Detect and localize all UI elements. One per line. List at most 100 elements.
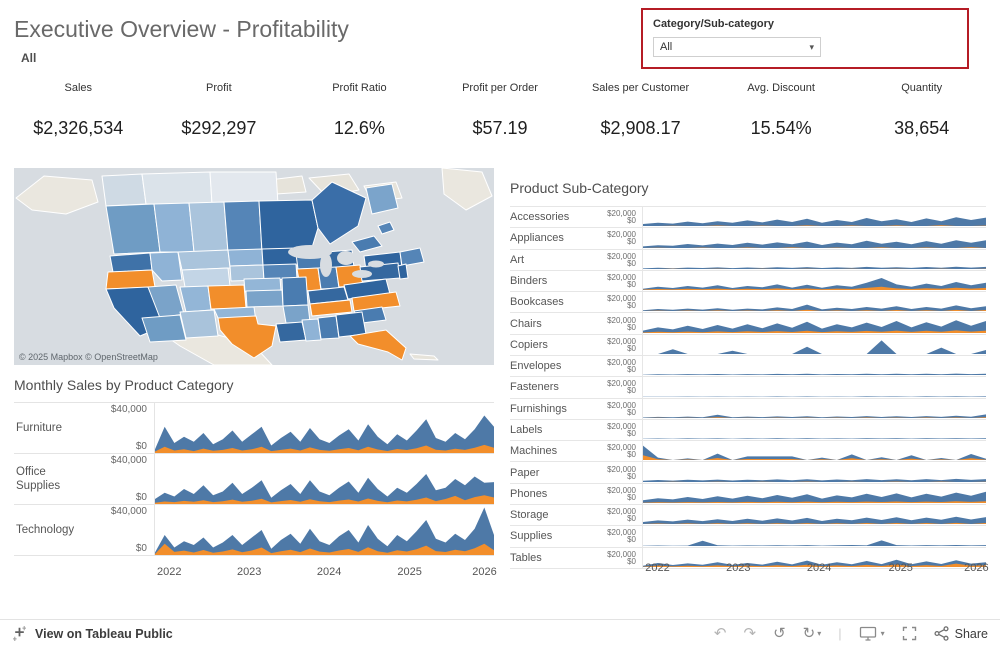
- map-region-shape[interactable]: [337, 251, 355, 265]
- map-region-shape[interactable]: [209, 171, 279, 205]
- y-min-label: $0: [627, 471, 636, 481]
- kpi-label: Sales per Customer: [591, 82, 690, 94]
- area-chart-accessories[interactable]: [642, 207, 986, 228]
- area-chart-labels[interactable]: [642, 419, 986, 441]
- map-region-shape[interactable]: [349, 329, 407, 361]
- map-region-shape[interactable]: [399, 247, 425, 267]
- map-region-shape[interactable]: [109, 252, 153, 273]
- y-min-label: $0: [627, 428, 636, 438]
- map-region-shape[interactable]: [365, 183, 399, 215]
- map-region-shape[interactable]: [207, 284, 247, 310]
- map-region-shape[interactable]: [177, 249, 231, 271]
- orange-series: [155, 495, 494, 504]
- blue-series: [643, 319, 986, 333]
- map-region-shape[interactable]: [335, 311, 367, 338]
- map-region-shape[interactable]: [141, 171, 213, 205]
- map-region-shape[interactable]: [227, 248, 264, 267]
- area-sparkline: [643, 491, 986, 503]
- map-region-shape[interactable]: [149, 251, 183, 282]
- map-region-shape[interactable]: [105, 269, 156, 290]
- map-region-shape[interactable]: [217, 315, 277, 359]
- share-button[interactable]: Share: [934, 626, 988, 641]
- orange-series: [643, 330, 986, 333]
- kpi-label: Profit per Order: [462, 82, 538, 94]
- map-region-shape[interactable]: [179, 309, 219, 339]
- map-region-shape[interactable]: [309, 299, 353, 317]
- map-region-shape[interactable]: [377, 221, 395, 235]
- map-region-shape[interactable]: [153, 202, 195, 253]
- refresh-menu-button[interactable]: ↻ ▾: [803, 626, 822, 641]
- area-chart-phones[interactable]: [642, 483, 986, 504]
- area-chart-tables[interactable]: [642, 547, 986, 568]
- map-region-shape[interactable]: [245, 289, 284, 308]
- monthly-chart-title: Monthly Sales by Product Category: [14, 377, 234, 393]
- map-region-shape[interactable]: [301, 318, 322, 342]
- us-canada-choropleth-map[interactable]: [14, 168, 494, 365]
- map-region-shape[interactable]: [15, 175, 99, 215]
- area-chart-machines[interactable]: [642, 441, 986, 462]
- map-region-shape[interactable]: [311, 181, 367, 245]
- area-chart-storage[interactable]: [642, 504, 986, 526]
- map-region-shape[interactable]: [351, 291, 401, 312]
- map-region-shape[interactable]: [223, 200, 263, 253]
- map-region-shape[interactable]: [368, 260, 384, 268]
- undo-icon[interactable]: ↶: [713, 625, 727, 642]
- y-axis-labels: $20,000 $0: [586, 335, 642, 355]
- map-region-shape[interactable]: [281, 276, 309, 307]
- x-axis-tick: 2024: [806, 562, 832, 574]
- area-chart-furnishings[interactable]: [642, 398, 986, 419]
- view-on-tableau-button[interactable]: View on Tableau Public: [12, 626, 173, 641]
- y-max-label: $40,000: [110, 506, 147, 517]
- map-region-shape[interactable]: [105, 203, 161, 255]
- area-chart-envelopes[interactable]: [642, 355, 986, 377]
- y-min-label: $0: [627, 301, 636, 311]
- area-chart-copiers[interactable]: [642, 334, 986, 355]
- map-region-shape[interactable]: [288, 245, 332, 259]
- map-region-shape[interactable]: [351, 235, 383, 253]
- reset-icon[interactable]: ↺: [773, 625, 786, 642]
- area-chart-chairs[interactable]: [642, 313, 986, 334]
- map-region-shape[interactable]: [141, 314, 187, 343]
- orange-series: [643, 501, 986, 503]
- map-attribution[interactable]: © 2025 Mapbox © OpenStreetMap: [19, 352, 158, 362]
- monthly-x-axis: 2022 2023 2024 2025 2026: [154, 566, 497, 582]
- area-chart-appliances[interactable]: [642, 228, 986, 249]
- category-filter-dropdown[interactable]: All ▾: [653, 37, 821, 57]
- map-region-shape[interactable]: [188, 201, 229, 253]
- map-region-shape[interactable]: [320, 253, 332, 277]
- y-min-label: $0: [627, 322, 636, 332]
- y-axis-labels: $20,000 $0: [586, 462, 642, 482]
- map-region-shape[interactable]: [15, 168, 493, 365]
- y-min-label: $0: [627, 450, 636, 460]
- area-sparkline: [643, 478, 986, 482]
- area-chart-technology[interactable]: [154, 505, 494, 555]
- map-region-shape[interactable]: [397, 263, 409, 280]
- kpi-label: Quantity: [901, 82, 943, 94]
- map-region-shape[interactable]: [409, 353, 439, 361]
- area-sparkline: [155, 415, 494, 453]
- redo-icon[interactable]: ↷: [743, 625, 757, 642]
- subcategory-row-phones: Phones $20,000 $0: [510, 482, 986, 504]
- map-region-shape[interactable]: [181, 267, 231, 288]
- sales-map-container[interactable]: © 2025 Mapbox © OpenStreetMap: [14, 168, 494, 365]
- area-chart-furniture[interactable]: [154, 403, 494, 453]
- area-chart-bookcases[interactable]: [642, 292, 986, 313]
- device-layout-button[interactable]: ▾: [859, 626, 885, 641]
- y-min-label: $0: [627, 492, 636, 502]
- map-region-shape[interactable]: [441, 168, 493, 211]
- map-region-shape[interactable]: [275, 321, 307, 343]
- area-chart-supplies[interactable]: [642, 526, 986, 547]
- area-sparkline: [643, 559, 986, 567]
- subcategory-row-tables: Tables $20,000 $0: [510, 546, 986, 569]
- map-region-shape[interactable]: [317, 315, 340, 340]
- area-chart-office-supplies[interactable]: [154, 454, 494, 504]
- fullscreen-icon[interactable]: [902, 626, 917, 641]
- area-chart-art[interactable]: [642, 249, 986, 270]
- area-chart-paper[interactable]: [642, 462, 986, 483]
- map-region-shape[interactable]: [101, 173, 147, 207]
- area-chart-fasteners[interactable]: [642, 377, 986, 398]
- share-icon: [934, 626, 949, 641]
- map-region-shape[interactable]: [352, 270, 372, 278]
- area-chart-binders[interactable]: [642, 270, 986, 292]
- map-region-shape[interactable]: [179, 285, 212, 313]
